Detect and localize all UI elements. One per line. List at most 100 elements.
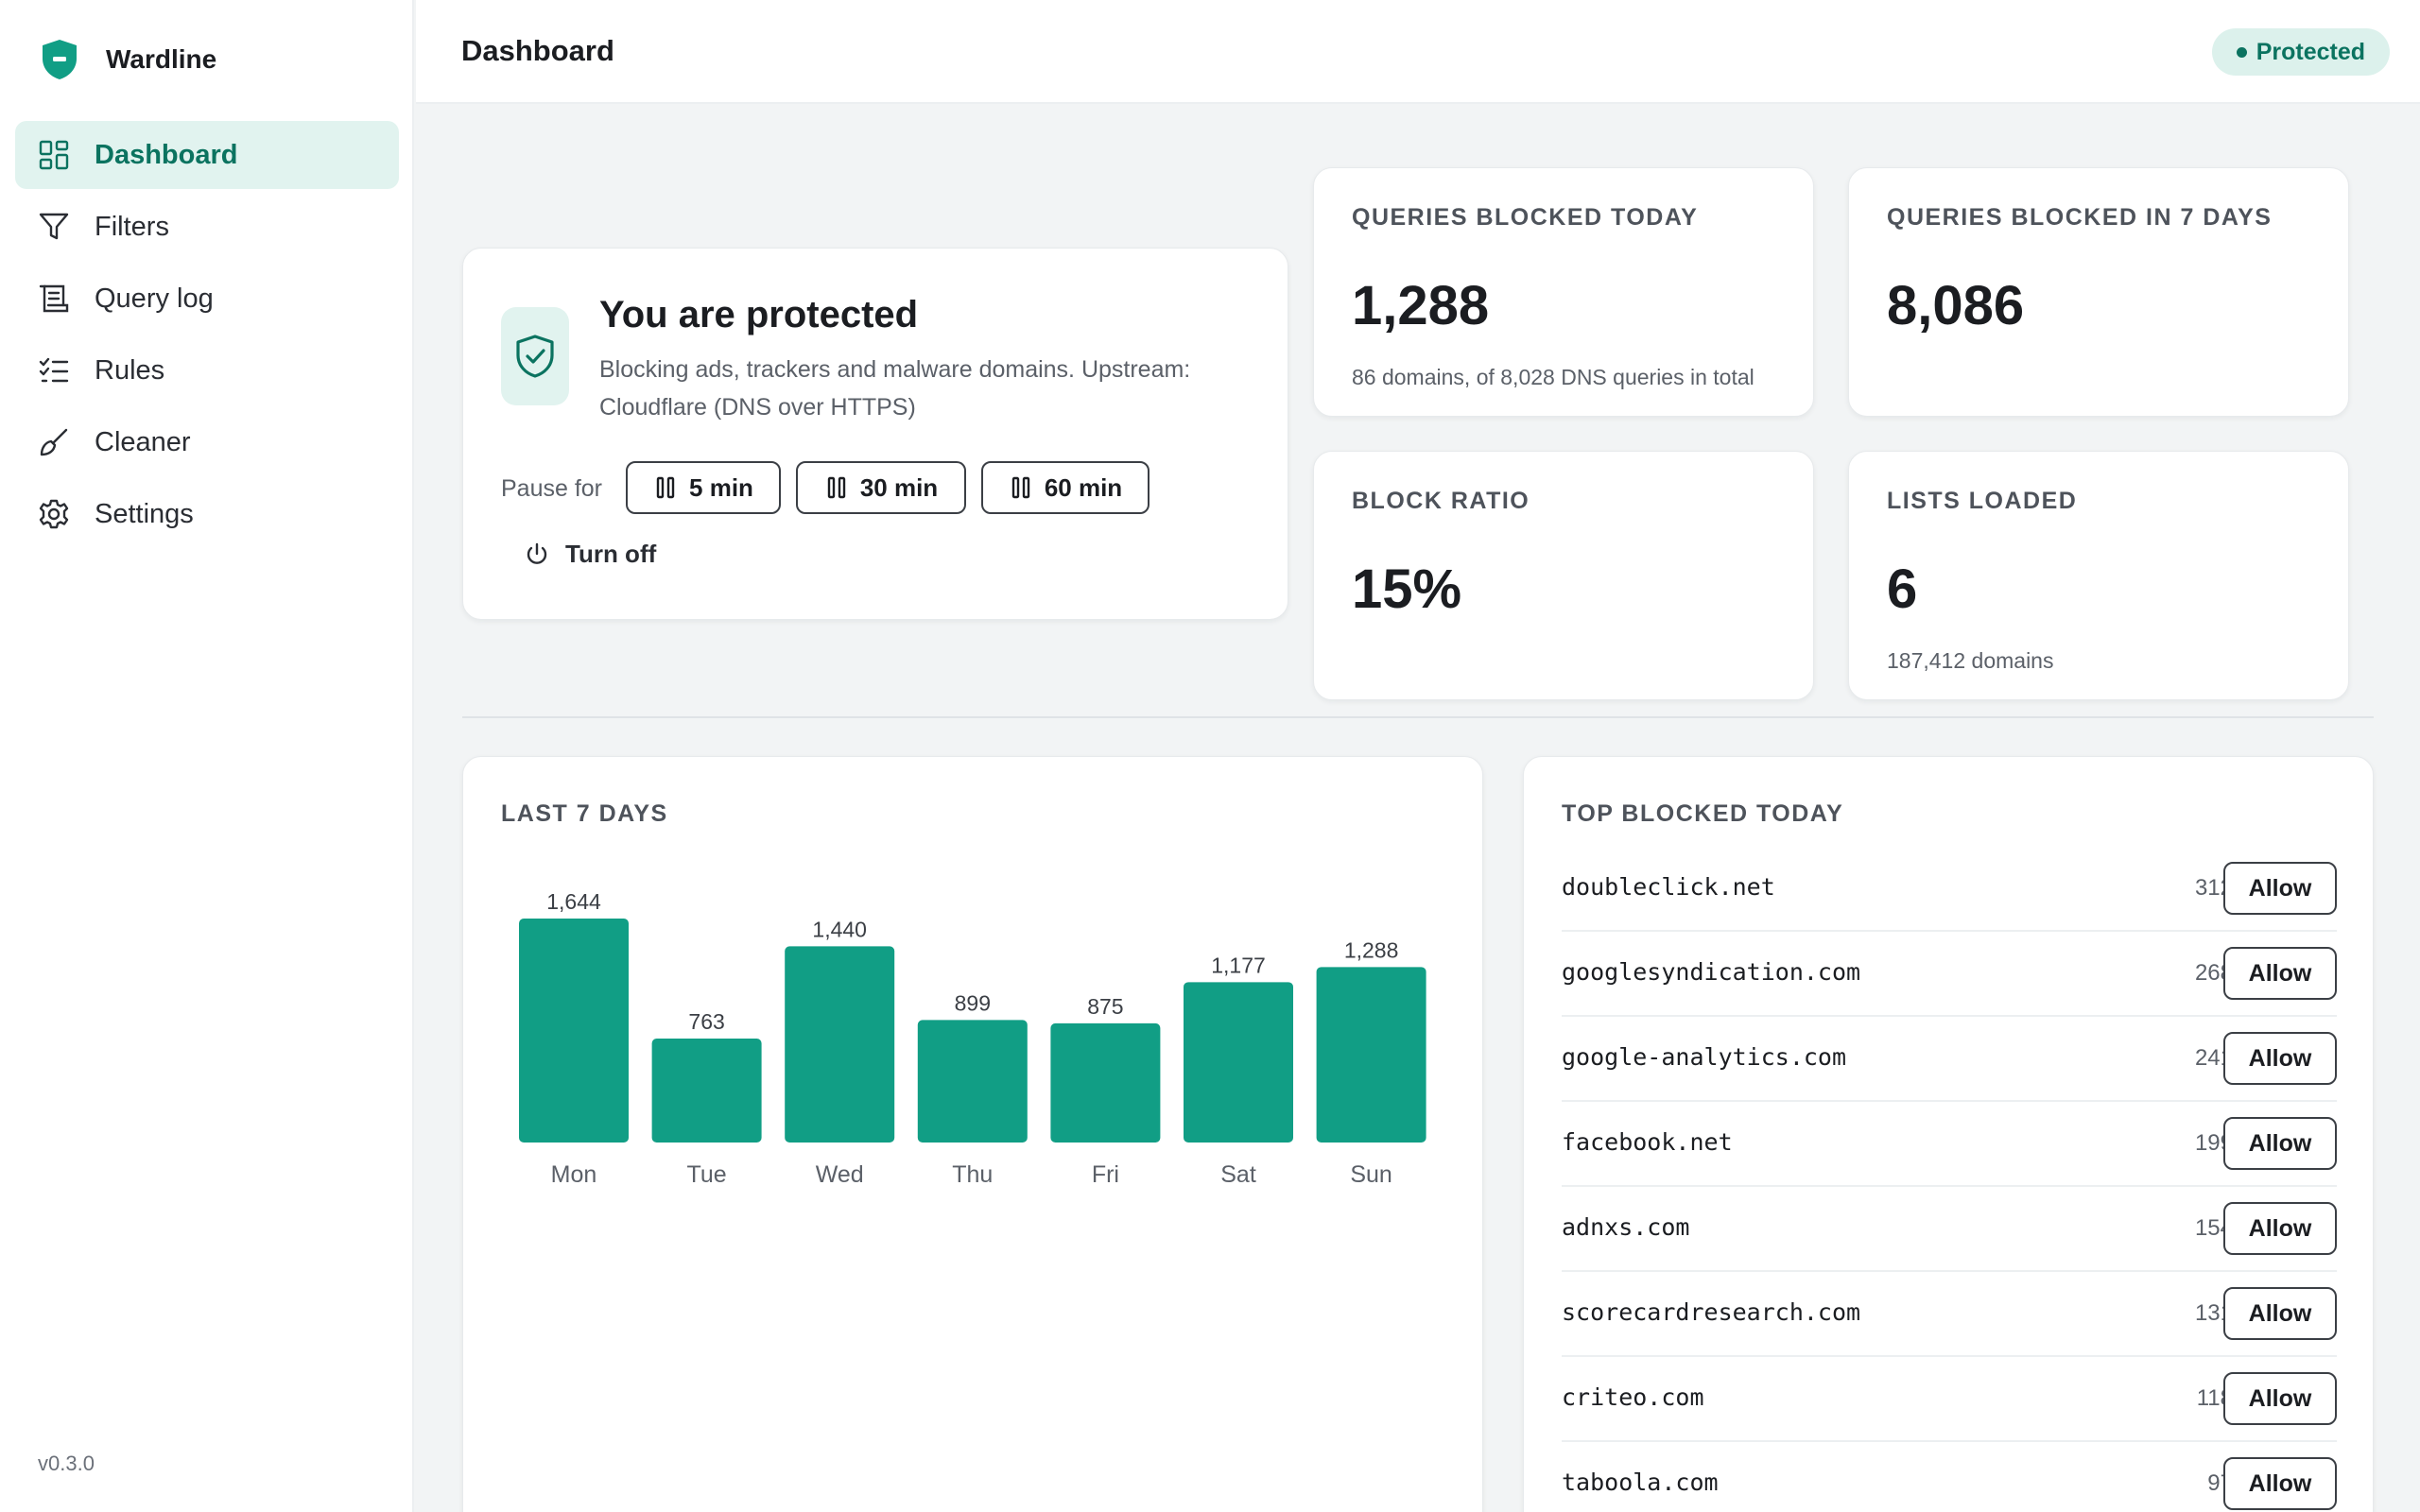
chart-bar [1050, 1022, 1161, 1143]
sidebar-item-rules[interactable]: Rules [15, 336, 399, 404]
blocked-domain: googlesyndication.com [1562, 958, 1861, 986]
sidebar-item-label: Cleaner [95, 426, 191, 457]
blocked-domain: google-analytics.com [1562, 1043, 1847, 1071]
app-name: Wardline [106, 44, 217, 74]
protection-title: You are protected [599, 294, 919, 335]
status-text: Protected [2256, 38, 2365, 65]
status-dot-icon [2236, 46, 2247, 58]
top-bar: Dashboard Protected [416, 0, 2420, 104]
power-icon [527, 542, 547, 564]
pause-label: Pause for [501, 475, 603, 502]
table-row: scorecardresearch.com 131 Allow [1562, 1272, 2337, 1357]
bar-value-label: 1,288 [1344, 937, 1399, 962]
x-tick-label: Thu [952, 1161, 993, 1188]
sidebar-item-dashboard[interactable]: Dashboard [15, 121, 399, 189]
section-divider [462, 716, 2374, 718]
sidebar-item-label: Settings [95, 498, 194, 529]
blocked-domain: doubleclick.net [1562, 873, 1775, 901]
shield-check-icon [501, 307, 569, 405]
sidebar-item-settings[interactable]: Settings [15, 480, 399, 548]
x-tick-label: Wed [816, 1161, 864, 1188]
allow-button[interactable]: Allow [2223, 1032, 2337, 1085]
sidebar-item-label: Filters [95, 211, 169, 242]
sidebar-item-label: Rules [95, 354, 165, 386]
table-row: googlesyndication.com 268 Allow [1562, 932, 2337, 1017]
pause-option-label: 5 min [689, 472, 753, 502]
allow-button[interactable]: Allow [2223, 1372, 2337, 1425]
stat-subtext: 187,412 domains [1887, 648, 2054, 673]
allow-button[interactable]: Allow [2223, 1202, 2337, 1255]
bar-value-label: 875 [1087, 994, 1123, 1019]
allow-button[interactable]: Allow [2223, 947, 2337, 1000]
pause-icon [656, 476, 675, 499]
stat-value: 8,086 [1887, 275, 2025, 336]
stat-label: QUERIES BLOCKED IN 7 DAYS [1887, 204, 2273, 231]
table-row: facebook.net 199 Allow [1562, 1102, 2337, 1187]
chart-bar [917, 1020, 1028, 1143]
allow-button[interactable]: Allow [2223, 1117, 2337, 1170]
x-tick-label: Fri [1092, 1161, 1119, 1188]
sidebar-item-cleaner[interactable]: Cleaner [15, 408, 399, 476]
turn-off-button[interactable]: Turn off [524, 540, 656, 569]
allow-button[interactable]: Allow [2223, 1287, 2337, 1340]
turn-off-label: Turn off [565, 540, 657, 568]
protection-description: Blocking ads, trackers and malware domai… [599, 356, 1191, 421]
bar-chart: 1,644 Mon 763 Tue 1,440 Wed 899 Thu 875 Fri 1,177 S… [519, 889, 1426, 1188]
query-log-icon [39, 284, 69, 313]
blocked-domain: scorecardresearch.com [1562, 1298, 1861, 1326]
pause-5-min-button[interactable]: 5 min [626, 461, 781, 514]
x-tick-label: Tue [687, 1161, 727, 1188]
sidebar-item-filters[interactable]: Filters [15, 193, 399, 261]
stat-card-block-ratio: BLOCK RATIO 15% [1313, 451, 1814, 700]
table-row: taboola.com 97 Allow [1562, 1442, 2337, 1512]
x-tick-label: Sun [1350, 1161, 1392, 1188]
protection-card: You are protected Blocking ads, trackers… [462, 248, 1288, 620]
chart-bar [1316, 967, 1426, 1143]
status-badge: Protected [2211, 28, 2390, 76]
pause-30-min-button[interactable]: 30 min [796, 461, 966, 514]
stat-card-lists-loaded: LISTS LOADED 6 187,412 domains [1848, 451, 2349, 700]
brush-icon [40, 428, 68, 456]
allow-button[interactable]: Allow [2223, 862, 2337, 915]
bar-value-label: 1,440 [812, 917, 867, 941]
allow-button[interactable]: Allow [2223, 1457, 2337, 1510]
stat-card-blocked-today: QUERIES BLOCKED TODAY 1,288 86 domains, … [1313, 167, 1814, 417]
last-7-days-card: LAST 7 DAYS 1,644 Mon 763 Tue 1,440 Wed 899 Thu… [462, 756, 1483, 1512]
stat-value: 1,288 [1352, 275, 1490, 336]
stat-label: BLOCK RATIO [1352, 488, 1530, 514]
table-row: google-analytics.com 241 Allow [1562, 1017, 2337, 1102]
stat-value: 6 [1887, 558, 1918, 620]
sidebar: Wardline Dashboard Filters Query log [0, 0, 414, 1512]
sidebar-item-label: Query log [95, 283, 214, 314]
sidebar-item-query-log[interactable]: Query log [15, 265, 399, 333]
chart-bar [1184, 982, 1293, 1143]
stat-label: QUERIES BLOCKED TODAY [1352, 204, 1699, 231]
stat-subtext: 86 domains, of 8,028 DNS queries in tota… [1352, 365, 1754, 389]
pause-option-label: 30 min [859, 472, 939, 502]
brand: Wardline [40, 38, 216, 81]
x-tick-label: Sat [1220, 1161, 1256, 1188]
chart-bar [519, 919, 629, 1143]
blocked-domain: adnxs.com [1562, 1213, 1690, 1241]
x-tick-label: Mon [551, 1161, 597, 1188]
stat-card-blocked-7-days: QUERIES BLOCKED IN 7 DAYS 8,086 [1848, 167, 2349, 417]
bar-value-label: 763 [688, 1009, 724, 1034]
shield-logo-icon [43, 40, 77, 79]
blocked-domain: criteo.com [1562, 1383, 1704, 1411]
table-row: adnxs.com 154 Allow [1562, 1187, 2337, 1272]
stat-value: 15% [1352, 558, 1462, 620]
stat-label: LISTS LOADED [1887, 488, 2078, 514]
table-row: doubleclick.net 312 Allow [1562, 847, 2337, 932]
blocked-domain: facebook.net [1562, 1128, 1733, 1156]
sidebar-item-label: Dashboard [95, 139, 238, 170]
rules-icon [39, 357, 69, 383]
bar-value-label: 899 [955, 990, 991, 1015]
app-version: v0.3.0 [38, 1452, 95, 1475]
pause-60-min-button[interactable]: 60 min [981, 461, 1150, 514]
top-blocked-card: TOP BLOCKED TODAY doubleclick.net 312 Allo… [1523, 756, 2374, 1512]
blocked-domain: taboola.com [1562, 1469, 1719, 1496]
bar-value-label: 1,177 [1211, 953, 1266, 977]
sidebar-nav: Dashboard Filters Query log Rules Cleane… [15, 121, 399, 552]
gear-icon [39, 499, 69, 529]
chart-bar [785, 946, 895, 1143]
